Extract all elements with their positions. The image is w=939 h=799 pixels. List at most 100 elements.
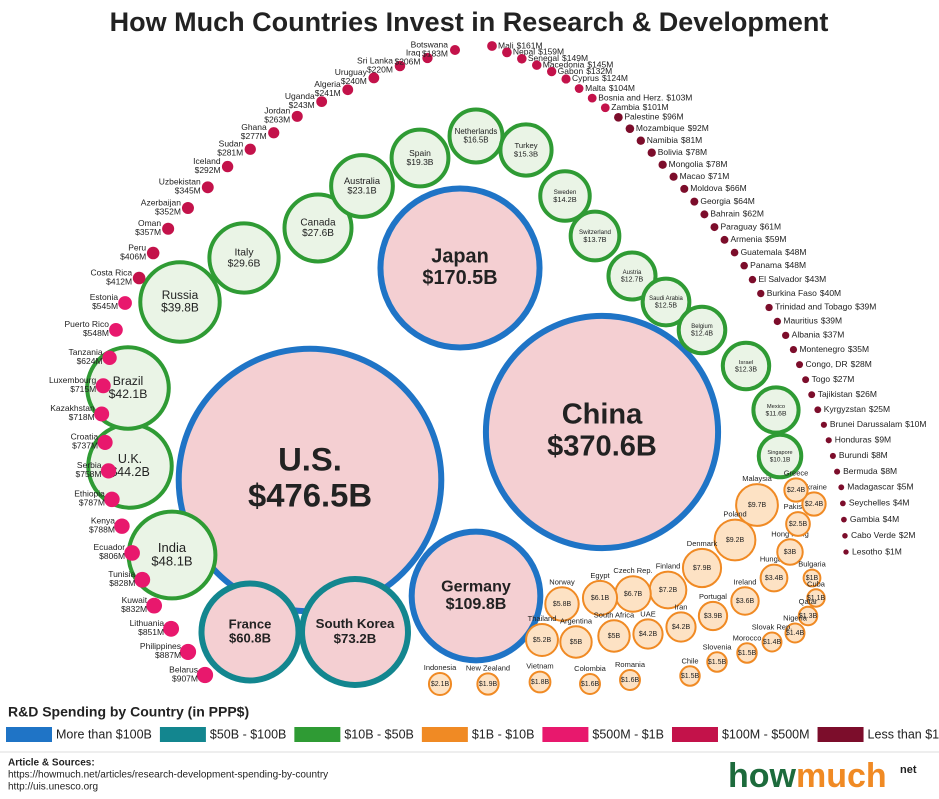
country-name: Mexico xyxy=(767,404,785,410)
country-name: Hungary xyxy=(760,555,789,564)
value-label: $27.6B xyxy=(302,228,334,239)
country-name: Honduras xyxy=(835,435,872,445)
bubble xyxy=(740,261,748,270)
legend-label: More than $100B xyxy=(56,727,152,741)
value-label: $42.1B xyxy=(109,387,148,401)
value-label: $23.1B xyxy=(347,186,376,196)
bubble xyxy=(559,625,593,659)
value-label: $149M xyxy=(562,53,588,63)
bubble xyxy=(814,406,822,414)
country-name: Bosnia and Herz. xyxy=(598,92,663,102)
value-label: $11.6B xyxy=(766,411,787,418)
country-name: Israel xyxy=(739,360,753,366)
value-label: $1B xyxy=(806,575,819,582)
value-label: $92M xyxy=(688,123,709,133)
source-link[interactable]: http://uis.unesco.org xyxy=(8,782,98,793)
value-label: $14.2B xyxy=(553,195,577,204)
bubble xyxy=(669,172,678,181)
bubble xyxy=(449,44,461,56)
country-name: Congo, DR xyxy=(806,359,848,369)
value-label: $62M xyxy=(743,209,764,219)
value-label: $787M xyxy=(79,498,105,508)
country-name: Seychelles xyxy=(849,498,890,508)
bubble xyxy=(377,185,543,351)
value-label: $124M xyxy=(602,73,628,83)
country-name: Nigeria xyxy=(783,614,808,623)
value-label: $352M xyxy=(155,206,181,216)
country-name: Germany xyxy=(441,577,511,595)
bubble xyxy=(538,169,592,223)
country-name: Macedonia xyxy=(543,59,585,69)
value-label: $806M xyxy=(99,551,125,561)
chart-title: How Much Countries Invest in Research & … xyxy=(110,7,829,37)
bubble xyxy=(427,671,453,697)
value-label: $66M xyxy=(725,183,746,193)
bubble xyxy=(476,672,500,696)
country-name: El Salvador xyxy=(758,274,802,284)
country-name: Bermuda xyxy=(843,466,878,476)
source-link[interactable]: https://howmuch.net/articles/research-de… xyxy=(8,770,328,781)
bubble xyxy=(146,246,160,260)
bubble xyxy=(502,47,512,58)
bubble xyxy=(498,122,554,178)
bubble xyxy=(600,103,610,113)
country-name: Bolivia xyxy=(658,147,683,157)
country-name: Pakistan xyxy=(784,502,813,511)
value-label: $3.6B xyxy=(736,598,755,605)
bubble xyxy=(796,361,804,369)
bubble xyxy=(198,580,302,684)
country-name: South Korea xyxy=(316,616,395,631)
bubble xyxy=(735,483,779,527)
country-name: Brunei Darussalam xyxy=(830,419,902,429)
country-name: Belgium xyxy=(691,324,712,330)
bubble xyxy=(679,665,701,687)
value-label: $43M xyxy=(805,274,826,284)
country-name: Estonia xyxy=(90,292,119,302)
bubble xyxy=(579,673,601,695)
country-name: Colombia xyxy=(574,664,607,673)
logo-part: much xyxy=(796,757,887,795)
logo: howmuch xyxy=(728,757,887,795)
legend-title: R&D Spending by Country (in PPP$) xyxy=(8,704,249,720)
country-name: Paraguay xyxy=(720,221,757,231)
bubble xyxy=(730,248,739,257)
bubble xyxy=(221,160,234,173)
country-name: Algeria xyxy=(314,79,341,89)
value-label: $545M xyxy=(92,301,118,311)
bubble xyxy=(163,620,180,637)
value-label: $548M xyxy=(83,328,109,338)
value-label: $59M xyxy=(765,234,786,244)
value-label: $1.1B xyxy=(807,595,826,602)
value-label: $40M xyxy=(820,288,841,298)
value-label: $1.8B xyxy=(531,679,550,686)
country-name: Denmark xyxy=(687,539,718,548)
value-label: $25M xyxy=(869,404,890,414)
country-name: Bahrain xyxy=(710,209,740,219)
value-label: $220M xyxy=(367,64,393,74)
country-name: Armenia xyxy=(731,234,763,244)
country-name: Ethiopia xyxy=(74,489,105,499)
value-label: $277M xyxy=(241,131,267,141)
value-label: $4M xyxy=(893,498,910,508)
bubble xyxy=(282,192,354,264)
value-label: $78M xyxy=(686,147,707,157)
value-label: $4.2B xyxy=(672,624,691,631)
value-label: $345M xyxy=(175,186,201,196)
bubble xyxy=(783,477,809,503)
bubble xyxy=(829,452,836,459)
bubble xyxy=(291,110,303,122)
country-name: India xyxy=(158,540,187,555)
country-name: Cabo Verde xyxy=(851,530,896,540)
bubble xyxy=(268,127,280,139)
bubble xyxy=(843,549,849,555)
country-name: Senegal xyxy=(528,53,559,63)
bubble xyxy=(100,463,117,479)
value-label: $73.2B xyxy=(334,631,377,646)
country-name: Qatar xyxy=(799,597,818,606)
bubble xyxy=(179,643,197,660)
bubble xyxy=(606,250,658,302)
country-name: Slovenia xyxy=(703,642,733,651)
country-name: Mozambique xyxy=(636,123,685,133)
country-name: Burundi xyxy=(839,450,868,460)
country-name: Morocco xyxy=(733,633,762,642)
